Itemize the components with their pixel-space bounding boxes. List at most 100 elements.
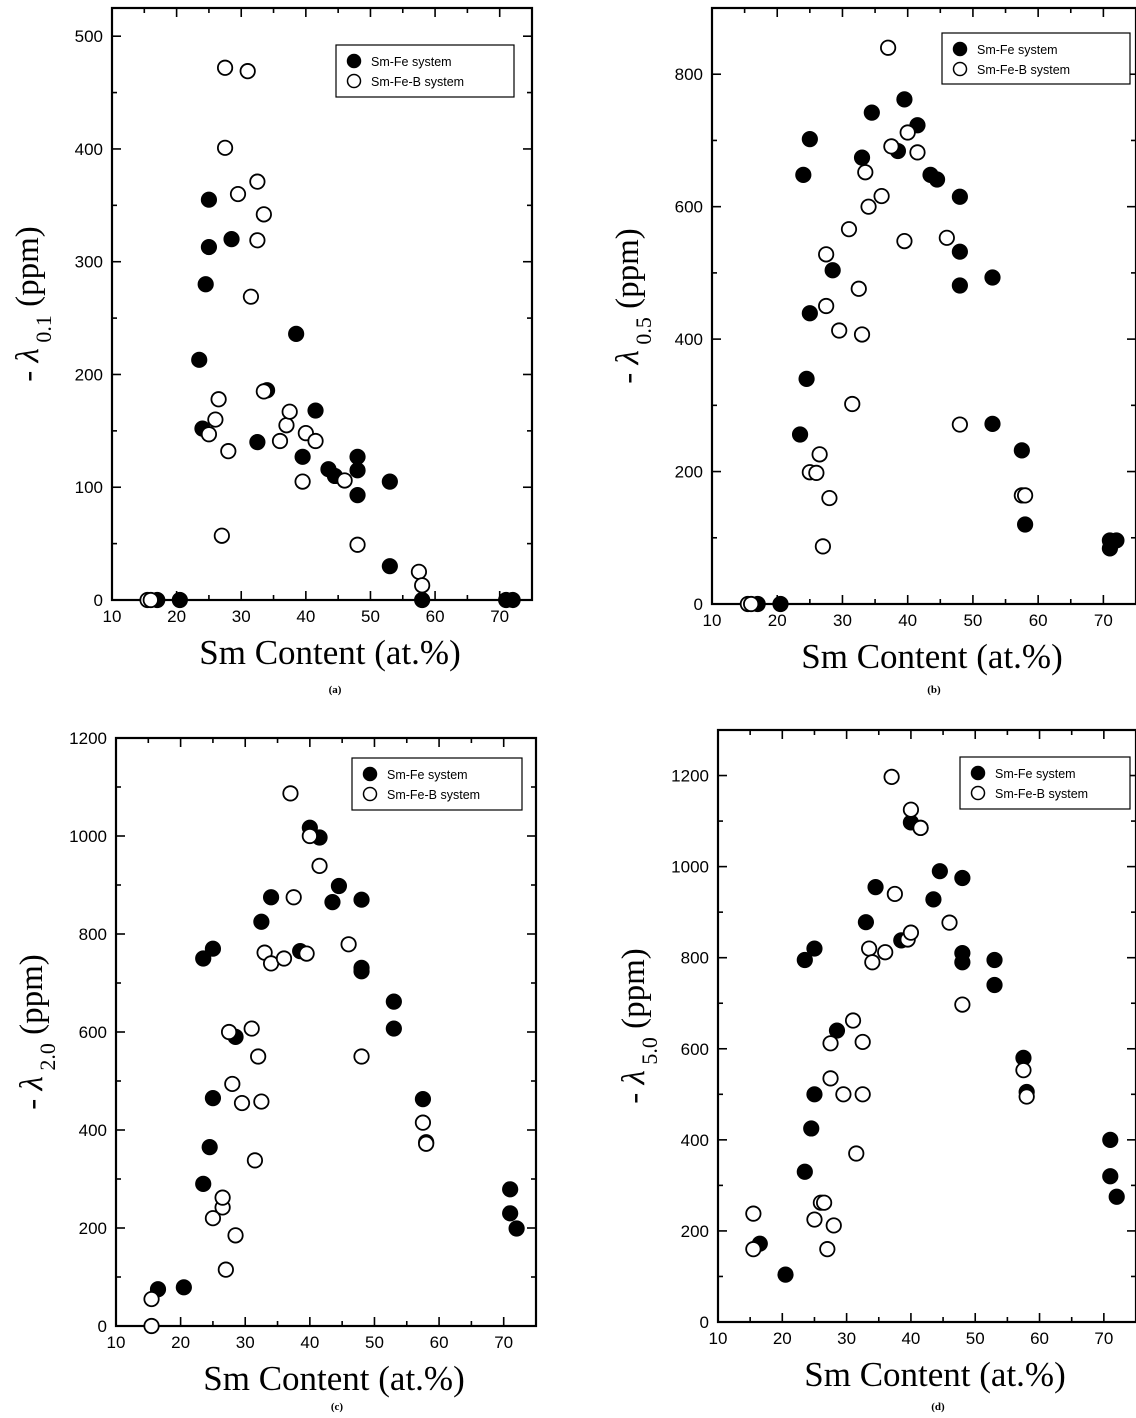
data-point-sm-fe-b	[951, 416, 968, 433]
legend-box	[941, 32, 1131, 85]
data-point-sm-fe	[796, 951, 813, 969]
y-tick-label: 400	[75, 140, 103, 159]
data-point-sm-fe-b	[418, 1135, 435, 1152]
data-point-sm-fe-b	[825, 1217, 842, 1234]
data-point-sm-fe	[201, 1139, 218, 1156]
legend-marker-filled	[952, 41, 968, 57]
data-point-sm-fe	[791, 426, 809, 443]
x-tick-label: 60	[430, 1333, 449, 1352]
data-point-sm-fe-b	[860, 198, 877, 215]
y-tick-label: 300	[75, 253, 103, 272]
data-point-sm-fe	[195, 1175, 212, 1193]
data-point-sm-fe-b	[239, 63, 256, 80]
x-tick-label: 70	[1094, 611, 1113, 630]
y-tick-label: 1200	[671, 767, 709, 786]
y-axis-label: - λ 2.0 (ppm)	[14, 954, 60, 1109]
data-point-sm-fe-b	[249, 232, 266, 249]
data-point-sm-fe	[951, 188, 968, 205]
data-point-sm-fe-b	[902, 801, 920, 818]
x-axis-label: Sm Content (at.%)	[804, 1355, 1066, 1394]
y-tick-label: 200	[681, 1222, 709, 1241]
data-point-sm-fe-b	[840, 221, 858, 238]
data-point-sm-fe	[204, 1090, 222, 1107]
data-point-sm-fe-b	[850, 280, 867, 297]
legend-label-filled: Sm-Fe system	[977, 43, 1058, 57]
x-tick-label: 50	[361, 607, 380, 626]
data-point-sm-fe	[777, 1266, 794, 1283]
data-point-sm-fe-b	[883, 138, 900, 155]
data-point-sm-fe	[508, 1220, 525, 1237]
plot-frame	[114, 736, 538, 1328]
data-point-sm-fe-b	[864, 954, 881, 971]
data-point-sm-fe-b	[814, 538, 831, 555]
data-point-sm-fe-b	[210, 391, 227, 408]
data-point-sm-fe	[385, 1020, 402, 1037]
y-tick-label: 800	[675, 65, 703, 84]
data-point-sm-fe-b	[941, 914, 958, 931]
y-tick-label: 500	[75, 27, 103, 46]
data-point-sm-fe-b	[340, 936, 357, 953]
data-point-sm-fe-b	[844, 395, 861, 413]
data-point-sm-fe-b	[207, 411, 224, 428]
data-point-sm-fe-b	[1018, 1088, 1035, 1105]
data-point-sm-fe	[191, 351, 208, 368]
data-point-sm-fe-b	[353, 1048, 370, 1065]
data-point-sm-fe-b	[410, 563, 428, 580]
data-point-sm-fe-b	[811, 446, 828, 463]
x-tick-label: 70	[490, 607, 509, 626]
plot-frame	[110, 6, 534, 602]
data-point-sm-fe	[294, 448, 311, 465]
data-point-sm-fe	[381, 473, 398, 490]
panel-label: (d)	[931, 1401, 945, 1413]
data-point-sm-fe-b	[229, 185, 247, 203]
data-point-sm-fe	[381, 558, 398, 575]
data-point-sm-fe	[853, 149, 871, 166]
legend-marker-open	[970, 785, 986, 801]
data-point-sm-fe	[796, 1163, 813, 1180]
legend-label-open: Sm-Fe-B system	[977, 63, 1070, 77]
y-tick-label: 1000	[69, 827, 107, 846]
data-point-sm-fe-b	[414, 577, 431, 594]
legend-label-open: Sm-Fe-B system	[995, 787, 1088, 801]
panel-label: (c)	[331, 1401, 344, 1413]
panel-label: (a)	[329, 684, 342, 696]
data-point-sm-fe	[349, 462, 366, 479]
data-point-sm-fe-b	[886, 885, 903, 903]
x-tick-label: 30	[833, 611, 852, 630]
data-point-sm-fe-b	[806, 1211, 823, 1228]
data-point-sm-fe-b	[307, 432, 324, 450]
data-point-sm-fe-b	[281, 403, 298, 420]
data-point-sm-fe	[801, 305, 818, 322]
data-point-sm-fe	[1013, 442, 1030, 459]
data-point-sm-fe-b	[216, 59, 234, 76]
legend-marker-open	[346, 73, 362, 89]
data-point-sm-fe-b	[255, 206, 272, 223]
data-point-sm-fe-b	[819, 1241, 836, 1258]
y-tick-label: 0	[94, 591, 103, 610]
panel-label: (b)	[927, 684, 941, 696]
y-tick-label: 100	[75, 478, 103, 497]
legend-label-filled: Sm-Fe system	[995, 767, 1076, 781]
y-tick-label: 0	[694, 595, 703, 614]
data-point-sm-fe-b	[822, 1070, 839, 1087]
data-point-sm-fe-b	[954, 996, 971, 1013]
legend-label-filled: Sm-Fe system	[387, 768, 468, 782]
x-tick-label: 30	[837, 1329, 856, 1348]
y-tick-label: 0	[98, 1317, 107, 1336]
data-point-sm-fe-b	[255, 383, 272, 400]
data-point-sm-fe	[984, 269, 1001, 286]
x-tick-label: 40	[296, 607, 315, 626]
x-tick-label: 70	[494, 1333, 513, 1352]
legend-marker-filled	[970, 765, 986, 781]
data-point-sm-fe-b	[301, 827, 318, 845]
data-point-sm-fe-b	[818, 246, 835, 263]
x-tick-label: 10	[107, 1333, 126, 1352]
legend-box	[351, 757, 523, 811]
x-axis-label: Sm Content (at.%)	[801, 637, 1063, 676]
y-tick-label: 200	[79, 1219, 107, 1238]
data-point-sm-fe-b	[278, 417, 295, 434]
data-point-sm-fe-b	[294, 473, 311, 490]
legend-label-filled: Sm-Fe system	[371, 55, 452, 69]
legend-label-open: Sm-Fe-B system	[387, 788, 480, 802]
y-tick-label: 1000	[671, 858, 709, 877]
